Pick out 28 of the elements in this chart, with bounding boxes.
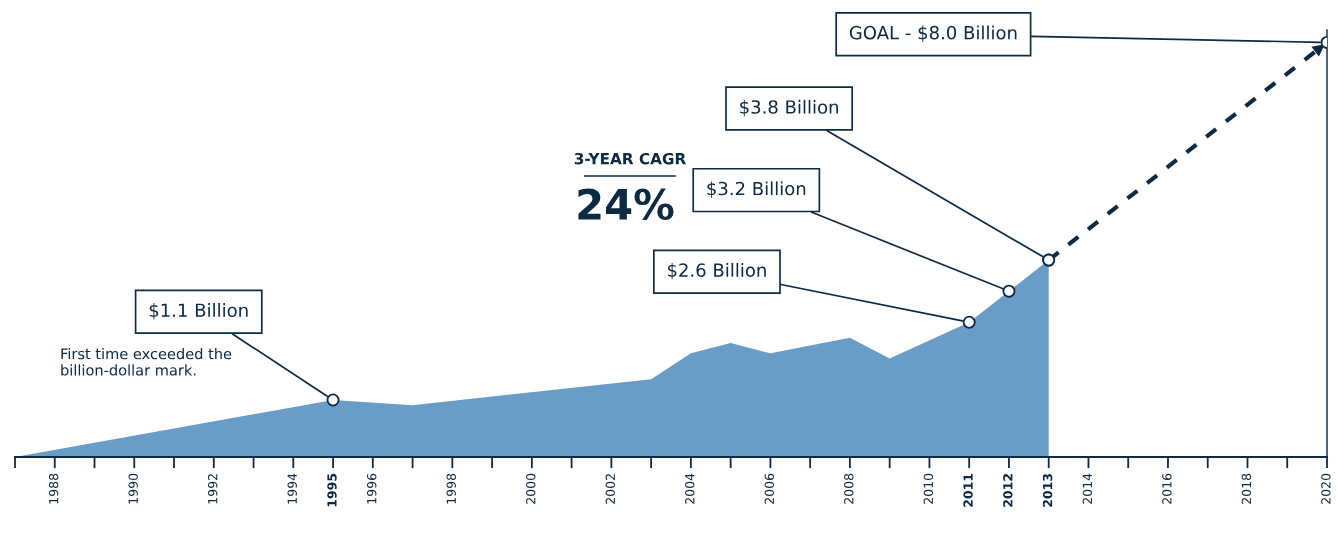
x-tick-label: 1996 [366,473,377,504]
annotation: First time exceeded the billion-dollar mark. [61,348,232,376]
x-tick-label: 1995 [327,473,337,507]
x-tick-label: 2000 [526,473,536,504]
x-tick-label: 2020 [1321,473,1331,504]
x-tick-label: 2013 [1042,473,1053,507]
x-tick-label: 1988 [48,473,59,504]
x-tick-label: 1992 [207,474,218,504]
x-tick-label: 2010 [923,473,934,504]
data-label: $2.6 Billion [667,262,766,280]
data-label: $3.2 Billion [707,181,806,198]
x-tick-label: 2018 [1241,473,1252,504]
x-tick-label: 2014 [1082,473,1093,504]
x-tick-label: 2011 [963,473,973,507]
x-tick-label: 2008 [844,473,854,504]
data-label: $1.1 Billion [149,303,248,320]
x-tick-label: 1998 [446,473,456,504]
x-tick-label: 2004 [685,473,695,504]
x-tick-label: 2002 [605,474,615,504]
x-tick-label: 1994 [287,473,297,504]
x-tick-label: 1990 [128,473,138,504]
x-tick-label: 2012 [1003,474,1013,507]
annotation: GOAL - $8.0 Billion [849,25,1017,42]
x-tick-label: 2016 [1162,473,1172,504]
data-label: $3.8 Billion [740,99,838,117]
annotation: 24% [578,188,674,221]
annotation: 3-YEAR CAGR [574,152,686,165]
x-tick-label: 2006 [764,473,775,504]
